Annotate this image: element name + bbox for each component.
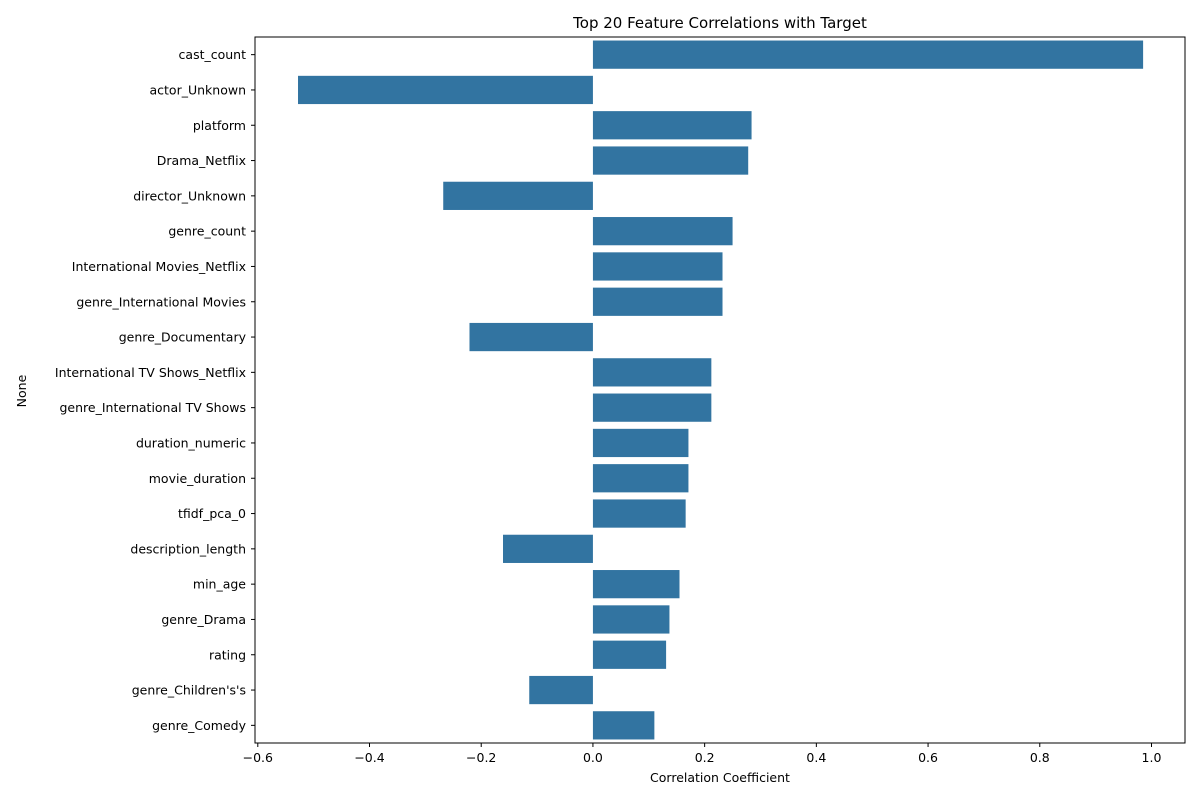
bar-11 [592,428,689,458]
bar-1 [298,75,593,105]
chart-title: Top 20 Feature Correlations with Target [572,14,867,32]
bar-13 [592,499,686,528]
bar-18 [529,675,593,705]
x-axis-title: Correlation Coefficient [650,770,790,785]
ticks-layer: cast_count actor_Unknown platform Drama_Net… [55,47,1162,765]
y-tick-label: genre_International Movies [76,294,246,309]
bar-6 [592,252,723,281]
bar-12 [592,464,689,493]
y-tick-label: movie_duration [149,471,246,486]
bar-5 [592,217,733,246]
bar-10 [592,393,712,422]
y-tick-label: genre_count [168,224,246,239]
bar-7 [592,287,723,316]
y-tick-label: International Movies_Netflix [72,259,246,274]
y-tick-label: genre_International TV Shows [59,400,246,415]
bar-3 [592,146,749,175]
y-tick-label: cast_count [179,47,247,62]
y-tick-label: Drama_Netflix [157,153,246,168]
y-tick-label: director_Unknown [133,188,246,203]
bar-4 [443,181,593,210]
x-tick-label: −0.6 [243,750,273,765]
y-tick-label: min_age [193,577,246,592]
bars-layer [298,40,1144,740]
x-tick-label: 0.0 [583,750,603,765]
y-tick-label: platform [193,118,246,133]
axes-layer [254,36,1186,744]
y-tick-label: description_length [130,541,246,556]
y-tick-label: genre_Drama [161,612,246,627]
x-tick-label: 0.6 [918,750,938,765]
x-tick-label: −0.2 [466,750,496,765]
y-tick-label: actor_Unknown [150,82,247,97]
y-tick-label: International TV Shows_Netflix [55,365,246,380]
bar-14 [503,534,593,563]
y-tick-label: rating [209,647,246,662]
y-tick-label: genre_Comedy [152,718,247,733]
bar-8 [469,322,593,352]
bar-16 [592,605,670,634]
x-tick-label: 0.8 [1030,750,1050,765]
y-axis-title: None [14,374,29,407]
bar-2 [592,111,752,140]
y-tick-label: tfidf_pca_0 [178,506,246,521]
x-tick-label: −0.4 [354,750,384,765]
x-tick-label: 0.4 [806,750,826,765]
x-tick-label: 0.2 [695,750,715,765]
x-tick-label: 1.0 [1142,750,1162,765]
y-tick-label: genre_Children's's [132,683,246,698]
bar-15 [592,570,680,599]
bar-17 [592,640,667,669]
bar-0 [592,40,1144,69]
plot-frame [254,36,1186,744]
bar-9 [592,358,712,387]
y-tick-label: genre_Documentary [119,330,247,345]
y-tick-label: duration_numeric [136,435,246,450]
bar-19 [592,711,655,740]
